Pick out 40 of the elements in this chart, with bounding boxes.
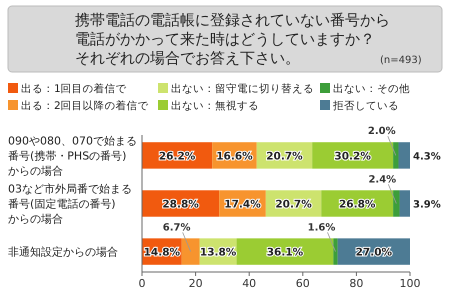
data-label: 13.8%	[200, 246, 237, 259]
y-tick-label: 非通知設定からの場合	[8, 246, 118, 259]
data-label: 20.7%	[275, 198, 312, 210]
x-tick-label: 40	[242, 277, 256, 290]
data-label: 27.0%	[356, 246, 393, 259]
data-label: 16.6%	[216, 150, 254, 162]
data-label: 26.2%	[158, 150, 196, 162]
data-label: 28.8%	[162, 198, 200, 210]
y-tick-label: 090や080、070で始まる番号(携帯・PHSの番号)からの場合	[8, 134, 137, 178]
legend-label: 出ない：留守電に切り替える	[171, 82, 314, 95]
data-label: 2.4%	[368, 174, 396, 186]
x-tick-label: 100	[400, 277, 420, 290]
data-label: 2.0%	[368, 126, 396, 138]
data-label: 14.8%	[144, 246, 181, 259]
data-label: 26.8%	[338, 198, 376, 210]
data-label: 6.7%	[162, 222, 191, 234]
bar	[398, 142, 410, 169]
legend-label: 拒否している	[332, 100, 399, 112]
bar	[333, 238, 338, 265]
x-tick-label: 20	[188, 277, 203, 290]
data-label: 20.7%	[266, 150, 304, 162]
legend-label: 出る：1回目の着信で	[21, 82, 128, 95]
data-label: 17.4%	[224, 198, 262, 210]
x-tick-label: 0	[138, 277, 146, 290]
legend-label: 出ない：その他	[333, 82, 410, 95]
data-label: 36.1%	[266, 246, 304, 259]
x-tick-label: 60	[296, 277, 310, 290]
data-label: 30.2%	[334, 150, 372, 162]
bar	[393, 142, 398, 169]
bar	[393, 190, 400, 217]
y-tick-label: 03など市外局番で始まる番号(固定電話の番号)からの場合	[8, 182, 132, 226]
x-tick-label: 80	[349, 277, 364, 290]
legend-label: 出る：2回目以降の着信で	[21, 99, 150, 112]
legend-label: 出ない：無視する	[171, 99, 259, 112]
bar	[182, 238, 200, 265]
data-label: 1.6%	[308, 222, 336, 234]
data-label: 4.3%	[413, 151, 441, 162]
bar	[400, 190, 410, 217]
data-label: 3.9%	[413, 200, 441, 210]
chart-subtitle: (n=493)	[380, 55, 422, 66]
